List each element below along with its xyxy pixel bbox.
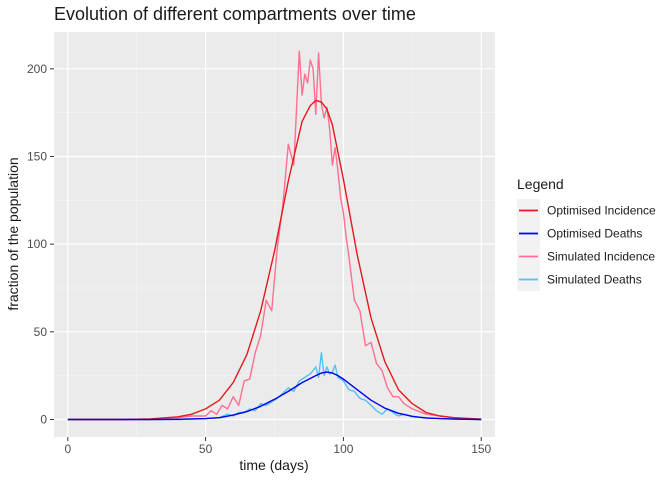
- x-tick-label: 150: [471, 442, 491, 456]
- y-tick-label: 100: [27, 237, 47, 251]
- y-tick-label: 200: [27, 62, 47, 76]
- chart-title: Evolution of different compartments over…: [54, 4, 416, 24]
- legend-label: Simulated Incidence: [547, 250, 655, 264]
- y-tick-label: 150: [27, 149, 47, 163]
- y-axis-title: fraction of the population: [5, 157, 21, 310]
- x-tick-label: 100: [333, 442, 353, 456]
- legend-label: Simulated Deaths: [547, 273, 642, 287]
- series-line-simulated-incidence: [67, 50, 482, 421]
- x-tick-label: 50: [199, 442, 213, 456]
- x-axis-title: time (days): [239, 457, 308, 473]
- y-tick-label: 0: [40, 412, 47, 426]
- series-line-optimised-incidence: [67, 99, 482, 421]
- axis-ticks: 0 50 100 150 0 50 100 150 200: [27, 62, 492, 456]
- x-tick-label: 0: [64, 442, 71, 456]
- series-layer: [67, 50, 482, 421]
- legend-label: Optimised Incidence: [547, 204, 656, 218]
- legend-title: Legend: [517, 176, 564, 192]
- series-line-optimised-deaths: [67, 371, 482, 421]
- gridlines: [54, 32, 495, 437]
- legend-label: Optimised Deaths: [547, 227, 642, 241]
- y-tick-label: 50: [34, 325, 48, 339]
- legend: Legend Optimised Incidence Optimised Deat…: [517, 176, 656, 291]
